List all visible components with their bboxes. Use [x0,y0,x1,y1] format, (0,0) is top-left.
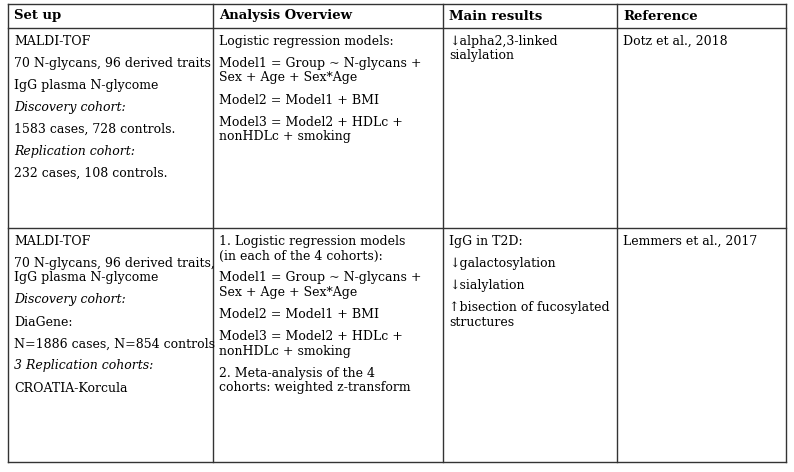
Text: Set up: Set up [14,9,61,23]
Text: 70 N-glycans, 96 derived traits: 70 N-glycans, 96 derived traits [14,57,211,70]
Text: 1583 cases, 728 controls.: 1583 cases, 728 controls. [14,123,175,136]
Text: 1. Logistic regression models: 1. Logistic regression models [219,235,406,248]
Text: 232 cases, 108 controls.: 232 cases, 108 controls. [14,167,168,180]
Text: Discovery cohort:: Discovery cohort: [14,294,125,306]
Text: Logistic regression models:: Logistic regression models: [219,35,394,48]
Text: sialylation: sialylation [449,50,514,62]
Text: 2. Meta-analysis of the 4: 2. Meta-analysis of the 4 [219,366,375,379]
Text: Dotz et al., 2018: Dotz et al., 2018 [623,35,727,48]
Text: Analysis Overview: Analysis Overview [219,9,352,23]
Text: ↓alpha2,3-linked: ↓alpha2,3-linked [449,35,557,48]
Text: nonHDLc + smoking: nonHDLc + smoking [219,345,351,357]
Text: Main results: Main results [449,9,542,23]
Text: MALDI-TOF: MALDI-TOF [14,235,91,248]
Text: Model3 = Model2 + HDLc +: Model3 = Model2 + HDLc + [219,330,403,343]
Text: Model1 = Group ~ N-glycans +: Model1 = Group ~ N-glycans + [219,271,422,285]
Text: Model2 = Model1 + BMI: Model2 = Model1 + BMI [219,93,379,107]
Text: CROATIA-Korcula: CROATIA-Korcula [14,381,128,395]
Text: DiaGene:: DiaGene: [14,315,72,329]
Text: nonHDLc + smoking: nonHDLc + smoking [219,130,351,143]
Text: IgG plasma N-glycome: IgG plasma N-glycome [14,271,158,285]
Text: Model2 = Model1 + BMI: Model2 = Model1 + BMI [219,308,379,321]
Text: Replication cohort:: Replication cohort: [14,145,135,158]
Text: IgG plasma N-glycome: IgG plasma N-glycome [14,79,158,92]
Text: 70 N-glycans, 96 derived traits,: 70 N-glycans, 96 derived traits, [14,257,214,270]
Text: Lemmers et al., 2017: Lemmers et al., 2017 [623,235,757,248]
Text: 3 Replication cohorts:: 3 Replication cohorts: [14,360,153,372]
Text: Discovery cohort:: Discovery cohort: [14,101,125,114]
Text: structures: structures [449,315,515,329]
Text: Model3 = Model2 + HDLc +: Model3 = Model2 + HDLc + [219,116,403,128]
Text: ↓galactosylation: ↓galactosylation [449,257,556,270]
Text: ↑bisection of fucosylated: ↑bisection of fucosylated [449,301,610,314]
Text: Sex + Age + Sex*Age: Sex + Age + Sex*Age [219,71,357,84]
Text: (in each of the 4 cohorts):: (in each of the 4 cohorts): [219,250,383,262]
Text: Model1 = Group ~ N-glycans +: Model1 = Group ~ N-glycans + [219,57,422,70]
Text: ↓sialylation: ↓sialylation [449,279,525,292]
Text: IgG in T2D:: IgG in T2D: [449,235,522,248]
Text: Sex + Age + Sex*Age: Sex + Age + Sex*Age [219,286,357,299]
Text: cohorts: weighted z-transform: cohorts: weighted z-transform [219,381,410,394]
Text: N=1886 cases, N=854 controls: N=1886 cases, N=854 controls [14,337,215,351]
Text: MALDI-TOF: MALDI-TOF [14,35,91,48]
Text: Reference: Reference [623,9,698,23]
